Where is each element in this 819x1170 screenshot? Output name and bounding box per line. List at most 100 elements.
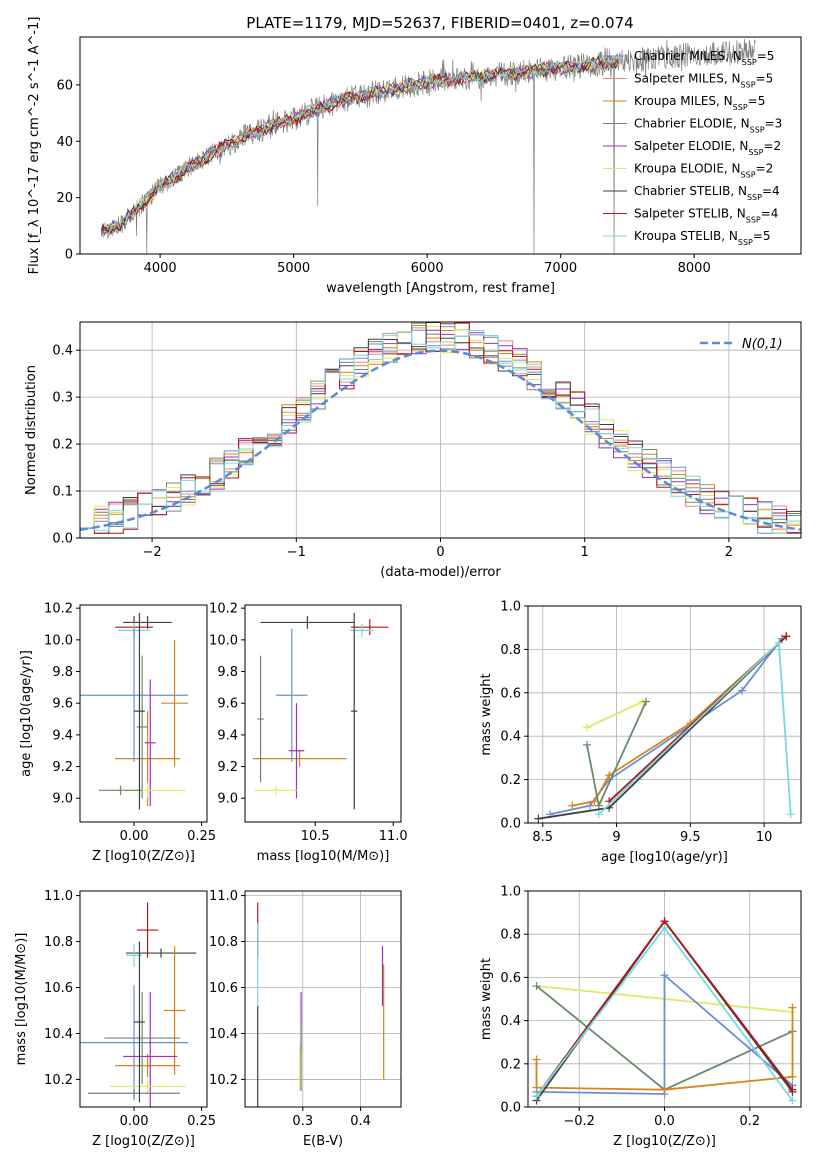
plus-marker xyxy=(737,686,746,695)
plus-marker xyxy=(532,1083,541,1092)
y-tick-label: 9.6 xyxy=(217,697,238,712)
y-tick-label: 9.4 xyxy=(217,728,238,743)
y-tick-label: 0.2 xyxy=(500,1057,521,1072)
x-tick-label: 8.5 xyxy=(532,830,553,845)
errorbar-point xyxy=(104,992,180,1085)
plus-marker xyxy=(774,638,783,647)
y-tick-label: 20 xyxy=(56,191,73,206)
y-tick-label: 0.4 xyxy=(500,1014,521,1029)
y-tick-label: 1.0 xyxy=(500,885,521,900)
plot-area xyxy=(100,38,756,254)
x-tick-label: 0.2 xyxy=(739,1114,760,1129)
errorbar-point xyxy=(351,619,389,636)
x-tick-label: 0.00 xyxy=(120,1114,149,1129)
chart-mass-weight-vs-age: 8.5 9 9.5 10 0.0 0.2 0.4 0.6 0.8 1.0 age [log10(ag… xyxy=(479,600,802,865)
errorbar-point xyxy=(109,1079,186,1094)
model-line-7 xyxy=(100,55,620,235)
plus-marker xyxy=(788,1085,797,1094)
x-tick-label: 0.3 xyxy=(292,1114,313,1129)
errorbar-point xyxy=(134,941,145,1103)
y-axis-label: mass weight xyxy=(479,958,494,1040)
x-tick-label: 0.0 xyxy=(654,1114,675,1129)
y-tick-label: 0.0 xyxy=(500,1101,521,1116)
y-tick-label: 10.2 xyxy=(44,1073,73,1088)
y-tick-label: 9.2 xyxy=(52,760,73,775)
y-tick-label: 10.8 xyxy=(209,935,238,950)
x-tick-label: −1 xyxy=(287,545,306,560)
plot-area xyxy=(80,612,189,810)
y-axis-label: mass [log10(M/M⊙)] xyxy=(14,933,29,1066)
y-tick-label: 9.4 xyxy=(52,728,73,743)
y-tick-label: 60 xyxy=(56,78,73,93)
plus-marker xyxy=(534,814,543,823)
x-tick-label: 8000 xyxy=(678,261,711,276)
y-tick-label: 9.8 xyxy=(52,665,73,680)
plot-area xyxy=(532,917,797,1105)
y-axis-label: Flux [f_λ 10^-17 erg cm^-2 s^-1 A^-1] xyxy=(27,17,42,275)
plot-area xyxy=(80,322,801,534)
y-tick-label: 0 xyxy=(65,248,73,263)
legend-label: Chabrier MILES, NSSP=5 xyxy=(634,49,774,67)
y-axis-label: Normed distribution xyxy=(24,365,39,495)
y-tick-label: 10.4 xyxy=(44,1027,73,1042)
y-tick-label: 10.2 xyxy=(209,602,238,617)
legend-label: Salpeter MILES, NSSP=5 xyxy=(634,72,773,90)
plus-marker xyxy=(786,810,795,819)
x-tick-label: −2 xyxy=(143,545,162,560)
x-tick-label: 5000 xyxy=(277,261,310,276)
model-line-4 xyxy=(100,55,620,237)
y-tick-label: 9.6 xyxy=(52,697,73,712)
x-axis-label: Z [log10(Z/Z⊙)] xyxy=(613,1134,716,1149)
x-tick-label: 1 xyxy=(581,545,589,560)
errorbar-point xyxy=(136,902,159,958)
plus-marker xyxy=(568,801,577,810)
x-tick-label: 4000 xyxy=(144,261,177,276)
x-axis-label: wavelength [Angstrom, rest frame] xyxy=(326,281,555,296)
y-tick-label: 9.0 xyxy=(217,792,238,807)
series-line-1 xyxy=(549,637,783,816)
errorbar-point xyxy=(80,628,189,762)
axes-frame xyxy=(244,890,402,1108)
axes-frame xyxy=(79,890,208,1108)
y-tick-label: 10.2 xyxy=(44,602,73,617)
y-tick-label: 0.6 xyxy=(500,686,521,701)
plus-marker xyxy=(532,1055,541,1064)
axes-frame xyxy=(79,36,802,255)
x-tick-label: 7000 xyxy=(544,261,577,276)
y-tick-label: 0.4 xyxy=(500,730,521,745)
residual-legend: N(0,1) xyxy=(700,337,783,352)
errorbar-point xyxy=(123,992,178,1107)
plus-marker xyxy=(583,723,592,732)
x-tick-label: 6000 xyxy=(411,261,444,276)
y-tick-label: 40 xyxy=(56,135,73,150)
x-tick-label: 9 xyxy=(612,830,620,845)
y-tick-label: 10.2 xyxy=(209,1073,238,1088)
y-tick-label: 9.8 xyxy=(217,665,238,680)
plus-marker xyxy=(660,971,669,980)
errorbar-point xyxy=(115,1054,180,1078)
chart-mass-vs-Z: 0.00 0.25 10.2 10.4 10.6 10.8 11.0 Z [log10(Z/Z… xyxy=(14,889,216,1149)
model-line-5 xyxy=(100,55,620,235)
plus-marker xyxy=(660,923,669,932)
plus-marker xyxy=(583,740,592,749)
x-axis-label: Z [log10(Z/Z⊙)] xyxy=(92,1134,195,1149)
y-tick-label: 10.0 xyxy=(209,633,238,648)
legend-label: Chabrier ELODIE, NSSP=3 xyxy=(634,117,782,135)
errorbar-point xyxy=(276,628,308,762)
chart-spectrum: 4000 5000 6000 7000 8000 0 20 40 60 wavelength [A… xyxy=(27,17,802,296)
x-axis-label: age [log10(age/yr)] xyxy=(601,850,728,865)
series-line-5 xyxy=(538,635,787,820)
legend-label: Kroupa ELODIE, NSSP=2 xyxy=(634,162,773,180)
errorbar-point xyxy=(144,679,156,807)
y-tick-label: 0.8 xyxy=(500,928,521,943)
axes-frame xyxy=(79,604,208,823)
y-tick-label: 10.6 xyxy=(209,981,238,996)
y-tick-label: 0.4 xyxy=(52,344,73,359)
x-tick-label: −0.2 xyxy=(563,1114,595,1129)
legend-label: Salpeter STELIB, NSSP=4 xyxy=(634,207,778,225)
x-axis-label: E(B-V) xyxy=(303,1134,343,1149)
model-line-6 xyxy=(100,54,620,233)
y-tick-label: 0.6 xyxy=(500,971,521,986)
plot-area xyxy=(257,902,385,1107)
